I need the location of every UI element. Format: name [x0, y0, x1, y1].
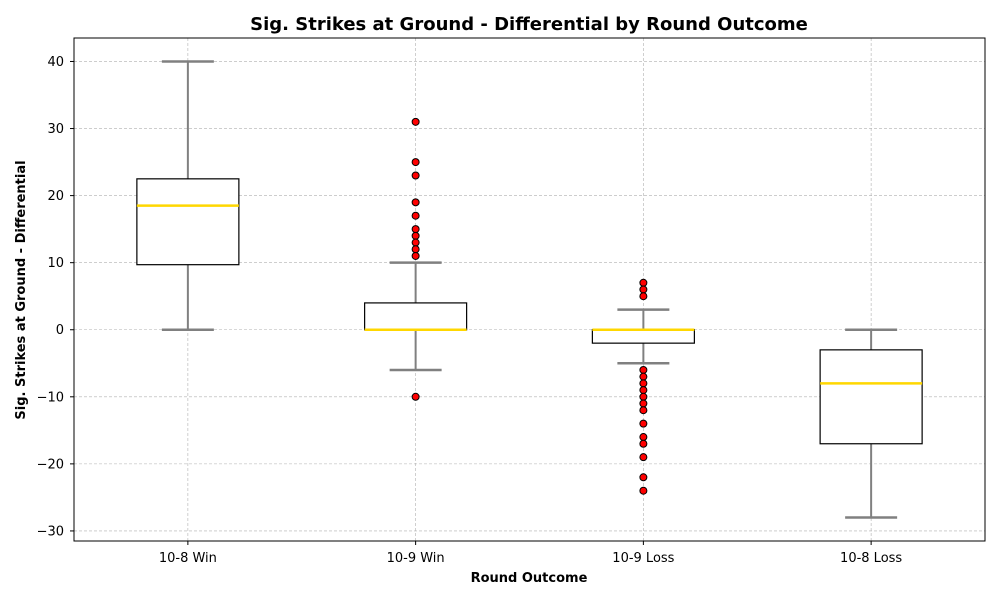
chart-title: Sig. Strikes at Ground - Differential by…: [250, 14, 808, 35]
y-axis-label: Sig. Strikes at Ground - Differential: [14, 160, 29, 419]
outlier-point: [639, 473, 648, 482]
x-tick-label: 10-8 Win: [159, 551, 217, 566]
x-axis-label: Round Outcome: [471, 571, 588, 586]
outlier-point: [639, 278, 648, 287]
box-group-10-8-win: [136, 60, 240, 331]
outlier-point: [639, 439, 648, 448]
box-group-10-8-loss: [819, 328, 923, 519]
outlier-point: [639, 399, 648, 408]
outlier-point: [411, 158, 420, 167]
y-tick-label: −30: [37, 524, 64, 539]
box: [136, 178, 240, 266]
outlier-point: [639, 372, 648, 381]
y-tick-label: −10: [37, 390, 64, 405]
box: [819, 349, 923, 445]
y-tick-label: −20: [37, 457, 64, 472]
outlier-point: [411, 251, 420, 260]
outlier-point: [639, 386, 648, 395]
x-tick-label: 10-9 Win: [387, 551, 445, 566]
outlier-point: [639, 285, 648, 294]
outlier-point: [411, 245, 420, 254]
outlier-point: [639, 486, 648, 495]
outlier-point: [639, 419, 648, 428]
y-tick-label: 20: [47, 189, 64, 204]
outlier-point: [411, 225, 420, 234]
outlier-point: [639, 292, 648, 301]
outlier-point: [411, 211, 420, 220]
outlier-point: [639, 365, 648, 374]
outlier-point: [639, 433, 648, 442]
outlier-point: [639, 406, 648, 415]
outlier-point: [411, 171, 420, 180]
outlier-point: [411, 231, 420, 240]
y-tick-label: 0: [56, 323, 64, 338]
outlier-point: [411, 392, 420, 401]
y-axis-ticks: −30 −20 −10 0 10 20 30 40: [37, 55, 74, 539]
x-tick-label: 10-9 Loss: [612, 551, 674, 566]
outlier-point: [411, 198, 420, 207]
grid-lines: [74, 38, 985, 541]
box-group-10-9-win: [364, 117, 468, 401]
outlier-point: [639, 453, 648, 462]
outlier-point: [411, 117, 420, 126]
plot-area: [136, 60, 923, 519]
x-axis-ticks: 10-8 Win 10-9 Win 10-9 Loss 10-8 Loss: [159, 541, 902, 566]
y-tick-label: 10: [47, 256, 64, 271]
outlier-point: [639, 392, 648, 401]
box: [364, 302, 468, 331]
plot-frame: [73, 37, 986, 542]
y-tick-label: 30: [47, 122, 64, 137]
outlier-point: [411, 238, 420, 247]
x-tick-label: 10-8 Loss: [840, 551, 902, 566]
box-group-10-9-loss: [591, 278, 695, 495]
y-tick-label: 40: [47, 55, 64, 70]
outlier-point: [639, 379, 648, 388]
box: [591, 329, 695, 344]
